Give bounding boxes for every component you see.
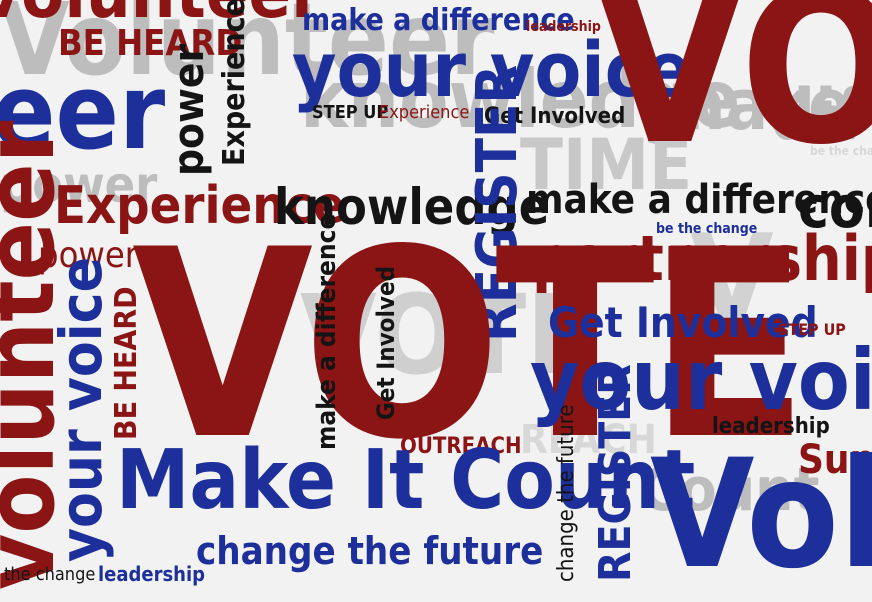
word-change-the-future: change the future — [196, 529, 544, 573]
word-vote-top-left: volunteer — [0, 0, 322, 28]
bg-text-vote-small: VOTE — [300, 271, 594, 399]
bg-text-reach: REACH — [520, 417, 657, 463]
word-change-future-rot: change the future — [554, 404, 579, 582]
bg-text-knowledge: knowledge — [300, 53, 741, 146]
word-experience-rot: Experience — [217, 0, 252, 166]
word-knowledge: knowledge — [274, 178, 550, 236]
word-step-up-right: STEP UP — [778, 320, 846, 339]
word-experience-big: Experience — [54, 176, 345, 236]
bg-text-be-the-change: be the change — [810, 144, 872, 158]
word-volu: Volu — [650, 428, 872, 602]
bg-text-time: TIME — [520, 124, 693, 206]
word-leadership-bottom: leadership — [98, 562, 206, 586]
word-get-involved-top: Get Involved — [484, 104, 626, 129]
word-leadership-top: leadership — [526, 19, 601, 35]
bg-text-power: power — [0, 156, 158, 214]
word-get-involved-right: Get Involved — [548, 298, 818, 347]
word-experience-small: Experience — [379, 102, 470, 123]
bg-text-volunteer: Volunteer — [0, 0, 495, 98]
word-step-up-top: STEP UP — [312, 102, 389, 123]
word-your-voice-right: your voice — [530, 331, 872, 429]
word-your-voice-left: your voice — [47, 257, 115, 562]
word-outreach: OUTREACH — [400, 434, 522, 459]
word-vote-center: VOTE — [132, 195, 809, 497]
bg-text-count: Count — [640, 455, 820, 525]
bg-text-dif: dif — [770, 74, 865, 156]
word-make-difference-top: make a difference — [302, 3, 575, 38]
word-the-change-bottom: the change — [4, 564, 96, 585]
word-get-involved-rot: Get Involved — [372, 265, 400, 420]
word-eer: eer — [0, 51, 166, 173]
word-leadership-right: leadership — [712, 414, 830, 439]
word-make-it-count: Make It Count — [116, 433, 696, 528]
word-make-difference-mid: make a difference — [526, 177, 872, 223]
word-register-bottom: REGISTER — [590, 364, 641, 582]
word-power-rot: power — [164, 43, 213, 176]
word-be-heard-top: BE HEARD — [58, 23, 243, 64]
word-make-difference-rot: make a difference — [312, 213, 342, 450]
word-partnership: partnership — [532, 222, 872, 295]
word-your-voice-top: your voice — [292, 25, 692, 114]
word-power-left: power — [38, 235, 139, 276]
bg-text-make: make — [660, 64, 851, 146]
word-con: con — [798, 173, 872, 241]
bg-text-v: V — [690, 210, 774, 349]
word-vote-top-right: VOTE — [596, 0, 872, 191]
word-suppo: Suppo — [798, 437, 872, 483]
word-be-the-change-right: be the change — [656, 221, 758, 237]
